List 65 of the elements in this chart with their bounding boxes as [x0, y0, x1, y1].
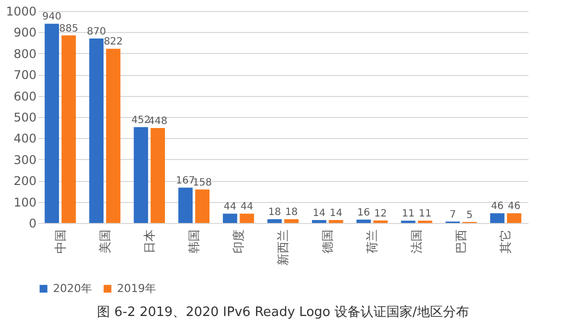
bar [89, 38, 104, 223]
y-tick-label: 900 [14, 26, 36, 40]
bar [490, 213, 504, 223]
x-tick-label: 韩国 [186, 230, 201, 254]
bar [356, 220, 371, 223]
data-label: 158 [192, 178, 212, 189]
legend-label: 2020年 [53, 282, 92, 295]
y-tick-label: 300 [14, 152, 36, 167]
data-label: 7 [450, 210, 456, 221]
x-tick-label: 中国 [53, 230, 68, 254]
x-tick-label: 美国 [98, 230, 112, 254]
x-tick-label: 印度 [231, 230, 246, 254]
x-tick-label: 德国 [320, 230, 335, 254]
data-label: 18 [285, 207, 298, 218]
data-label: 940 [42, 12, 62, 23]
data-label: 452 [131, 115, 150, 126]
data-label: 12 [374, 208, 387, 220]
y-tick-label: 100 [14, 195, 36, 210]
y-tick-label: 400 [14, 132, 36, 146]
y-tick-label: 1000 [6, 4, 36, 18]
y-tick-label: 700 [14, 68, 36, 82]
bar [328, 220, 344, 223]
legend-label: 2019年 [117, 282, 156, 295]
data-label: 11 [402, 208, 415, 220]
data-label: 44 [224, 202, 236, 213]
x-tick-label: 其它 [498, 230, 513, 254]
data-label: 18 [268, 207, 281, 218]
data-label: 16 [357, 208, 370, 219]
y-tick-label: 500 [14, 110, 36, 124]
y-tick-label: 800 [14, 46, 36, 61]
bar [506, 213, 522, 223]
data-label: 46 [508, 201, 521, 212]
text: 图 6-2 2019、2020 IPv6 Ready Logo 设备认证国家/地区分布 [97, 304, 469, 320]
bar [106, 48, 120, 223]
bar [267, 219, 282, 223]
data-label: 167 [176, 176, 196, 187]
x-tick-label: 日本 [142, 230, 156, 254]
data-label: 870 [86, 26, 106, 38]
x-tick-label: 巴西 [454, 230, 468, 254]
data-label: 14 [312, 208, 326, 220]
bar [62, 35, 76, 223]
data-label: 46 [490, 201, 504, 212]
bar [284, 219, 299, 223]
y-tick-label: 600 [14, 89, 36, 104]
data-label: 5 [466, 210, 473, 221]
bar [240, 214, 254, 223]
data-label: 11 [418, 208, 432, 220]
data-label: 885 [59, 23, 78, 34]
data-label: 448 [148, 116, 168, 128]
x-tick-label: 新西兰 [276, 230, 290, 266]
bar [178, 188, 193, 223]
bar [373, 220, 388, 223]
bar [134, 127, 148, 223]
x-tick-label: 法国 [410, 230, 424, 254]
y-tick-label: 0 [28, 216, 36, 230]
bar [150, 128, 165, 223]
x-tick-label: 荷兰 [365, 230, 380, 254]
bar [195, 190, 210, 223]
bar [44, 24, 60, 223]
bar [312, 220, 326, 223]
y-tick-label: 200 [14, 174, 36, 188]
data-label: 14 [330, 208, 342, 220]
bar [222, 214, 238, 223]
data-label: 44 [240, 202, 254, 213]
data-label: 822 [104, 36, 123, 48]
